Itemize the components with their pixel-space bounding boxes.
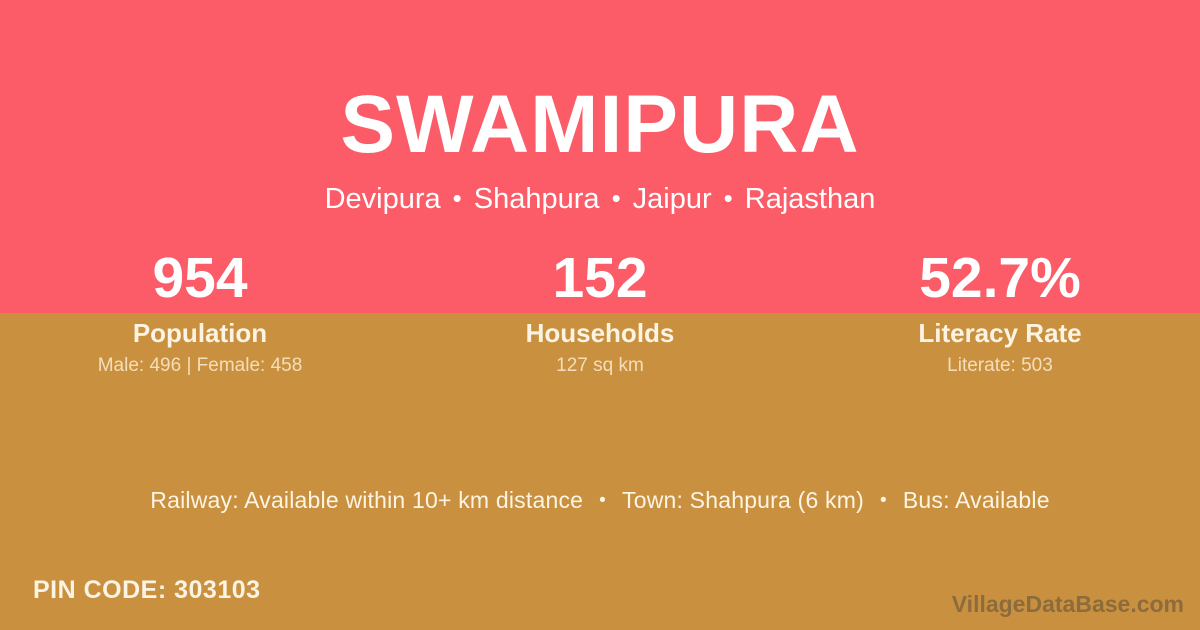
village-title: SWAMIPURA bbox=[340, 79, 860, 170]
literacy-label: Literacy Rate bbox=[918, 318, 1082, 348]
literacy-detail: Literate: 503 bbox=[947, 355, 1053, 376]
households-detail: 127 sq km bbox=[556, 355, 644, 376]
breadcrumb-state: Rajasthan bbox=[744, 183, 876, 215]
bullet-separator: • bbox=[599, 490, 606, 511]
stats-row: 954 Population Male: 496 | Female: 458 1… bbox=[0, 249, 1200, 377]
stat-literacy-rate: 52.7% Literacy Rate Literate: 503 bbox=[800, 249, 1200, 377]
bus-info: Bus: Available bbox=[902, 487, 1050, 513]
households-value: 152 bbox=[552, 246, 648, 310]
hero-background bbox=[0, 0, 1200, 313]
stat-households: 152 Households 127 sq km bbox=[400, 249, 800, 377]
breadcrumb-tehsil: Shahpura bbox=[473, 183, 600, 215]
population-value: 954 bbox=[152, 246, 248, 310]
breadcrumb-district: Jaipur bbox=[632, 183, 712, 215]
breadcrumb: Devipura • Shahpura • Jaipur • Rajasthan bbox=[0, 183, 1200, 216]
bullet-separator: • bbox=[611, 183, 621, 213]
bullet-separator: • bbox=[452, 183, 462, 213]
population-detail: Male: 496 | Female: 458 bbox=[97, 355, 303, 376]
railway-info: Railway: Available within 10+ km distanc… bbox=[150, 487, 584, 513]
town-info: Town: Shahpura (6 km) bbox=[622, 487, 864, 513]
breadcrumb-village: Devipura bbox=[324, 183, 441, 215]
population-label: Population bbox=[132, 318, 268, 348]
literacy-value: 52.7% bbox=[919, 246, 1081, 310]
pin-code: PIN CODE: 303103 bbox=[33, 576, 261, 604]
bullet-separator: • bbox=[723, 183, 733, 213]
amenities-line: Railway: Available within 10+ km distanc… bbox=[0, 486, 1200, 515]
stat-population: 954 Population Male: 496 | Female: 458 bbox=[0, 249, 400, 377]
bullet-separator: • bbox=[879, 490, 887, 511]
watermark-brand: VillageDataBase.com bbox=[951, 591, 1184, 617]
households-label: Households bbox=[525, 318, 675, 348]
